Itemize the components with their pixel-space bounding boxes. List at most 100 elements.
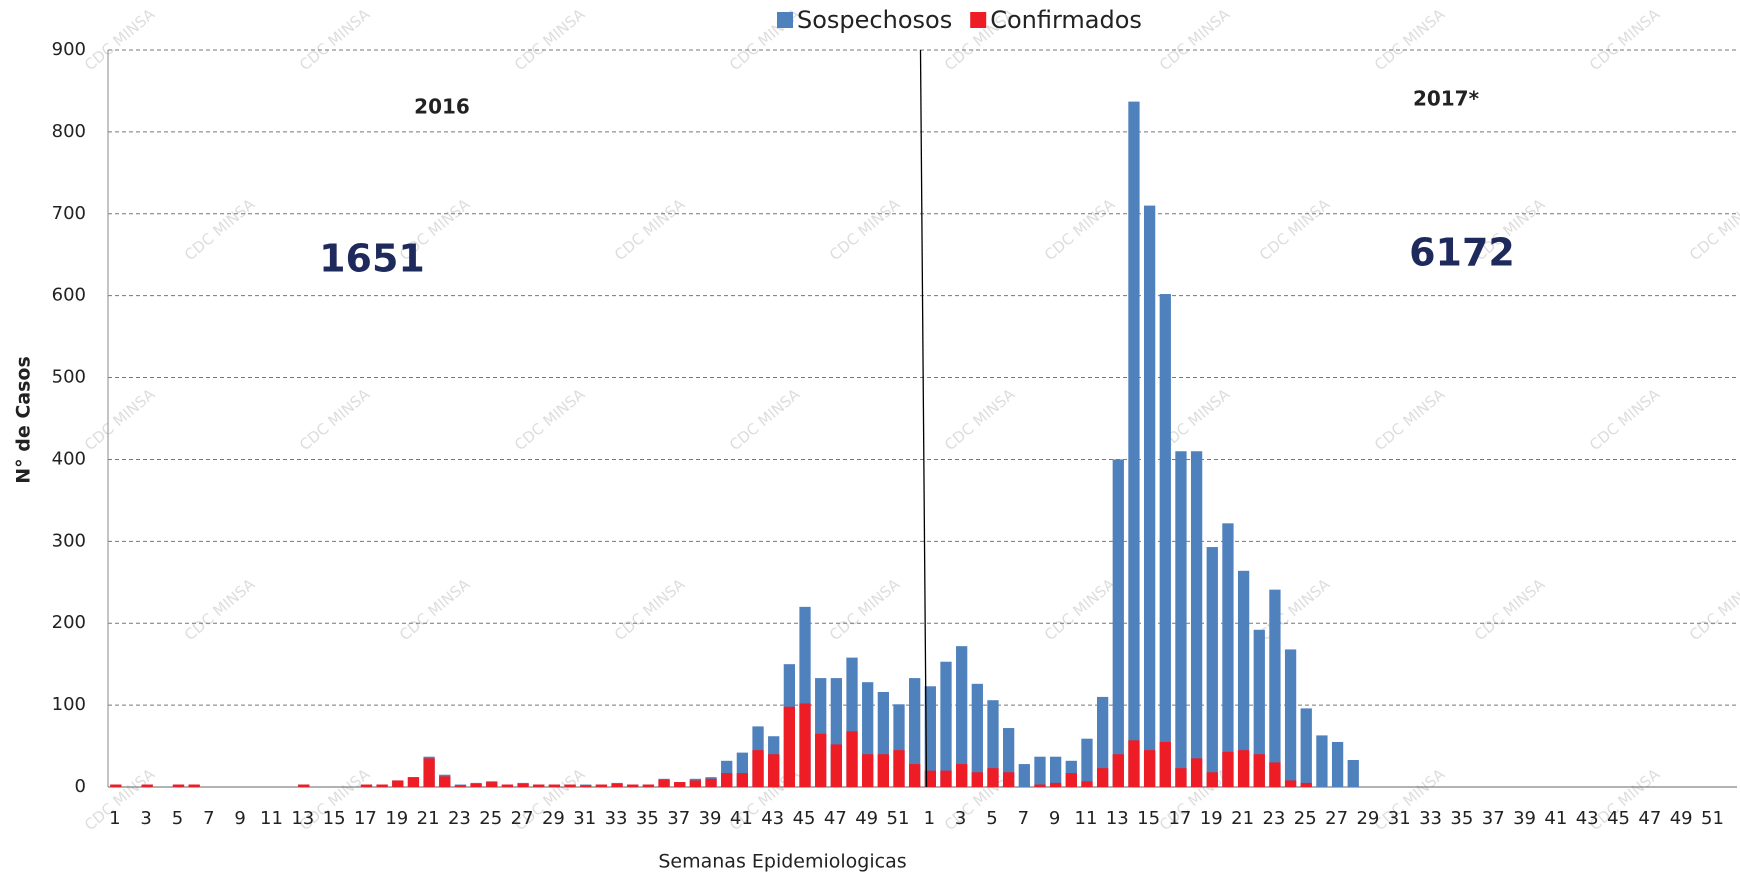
x-tick-label: 43 (1576, 808, 1599, 829)
bar (486, 782, 498, 787)
x-tick-label: 49 (855, 808, 878, 829)
bar (1331, 741, 1344, 787)
bar (1096, 696, 1109, 787)
bar (971, 683, 983, 787)
x-tick-label: 47 (1638, 808, 1661, 829)
bar (815, 678, 827, 787)
x-tick-label: 31 (573, 808, 596, 829)
bar (940, 661, 952, 787)
x-axis-title: Semanas Epidemiologicas (658, 851, 906, 873)
x-tick-label: 29 (542, 808, 565, 829)
y-tick-label: 0 (75, 776, 86, 797)
y-tick-label: 700 (52, 203, 86, 224)
y-tick-label: 100 (52, 694, 86, 715)
x-tick-label: 11 (1075, 808, 1098, 829)
legend-label: Confirmados (990, 6, 1142, 34)
x-tick-label: 13 (291, 808, 314, 829)
bar (987, 700, 999, 787)
bar (517, 783, 529, 787)
x-tick-label: 33 (605, 808, 628, 829)
bar (971, 772, 983, 787)
bar (1237, 570, 1250, 787)
x-tick-label: 35 (1450, 808, 1473, 829)
y-tick-label: 800 (52, 121, 86, 142)
bar (721, 773, 733, 787)
bar (439, 776, 451, 787)
bar (736, 752, 749, 787)
bar (376, 784, 388, 787)
bar (611, 783, 623, 787)
bar (1175, 768, 1187, 787)
x-tick-label: 15 (323, 808, 346, 829)
bar (736, 773, 749, 787)
x-tick-label: 15 (1137, 808, 1160, 829)
bar (893, 750, 905, 787)
x-tick-label: 41 (730, 808, 753, 829)
x-tick-label: 21 (417, 808, 440, 829)
bar (1316, 735, 1328, 787)
bar (1112, 459, 1124, 787)
bar (407, 777, 420, 787)
bar (924, 686, 936, 787)
x-tick-label: 45 (1607, 808, 1630, 829)
bar (1003, 772, 1015, 787)
x-tick-label: 27 (1325, 808, 1348, 829)
bar (674, 782, 686, 787)
bar (830, 678, 842, 787)
bar (1143, 205, 1156, 788)
bar (940, 770, 952, 787)
x-tick-label: 29 (1356, 808, 1379, 829)
bar (846, 731, 858, 787)
x-tick-label: 3 (955, 808, 966, 829)
bar (846, 657, 858, 787)
bar (1269, 762, 1281, 787)
bar (689, 780, 702, 787)
x-tick-label: 37 (1482, 808, 1505, 829)
x-tick-label: 3 (140, 808, 151, 829)
x-tick-label: 1 (109, 808, 120, 829)
bar (877, 692, 889, 787)
bar (1190, 758, 1203, 787)
bar (987, 768, 999, 787)
bar (1269, 589, 1281, 787)
bar (909, 764, 921, 787)
bar (533, 784, 545, 787)
bar (1065, 773, 1077, 787)
bar (956, 646, 968, 787)
x-tick-label: 5 (986, 808, 997, 829)
bar (470, 783, 482, 787)
y-tick-label: 500 (52, 367, 86, 388)
bar (642, 784, 655, 787)
bar (392, 780, 404, 787)
bar (1003, 728, 1015, 787)
bar (1284, 780, 1297, 787)
bar (658, 779, 670, 787)
bar (1112, 754, 1124, 787)
x-tick-label: 25 (1294, 808, 1317, 829)
bar (1050, 782, 1062, 787)
x-tick-label: 47 (824, 808, 847, 829)
x-tick-label: 1 (924, 808, 935, 829)
annotation: 6172 (1409, 231, 1515, 275)
bar (172, 784, 185, 787)
x-tick-label: 39 (699, 808, 722, 829)
bar (1050, 756, 1062, 787)
bar (1300, 708, 1312, 787)
bar (141, 784, 153, 787)
bar (595, 784, 608, 787)
legend-swatch (777, 12, 793, 28)
bar (1159, 741, 1171, 787)
bar (501, 784, 514, 787)
x-tick-label: 5 (172, 808, 183, 829)
bar (862, 754, 874, 787)
bar (1128, 101, 1140, 788)
bar (298, 784, 310, 787)
x-tick-label: 45 (793, 808, 816, 829)
y-tick-label: 200 (52, 612, 86, 633)
bar (1018, 764, 1030, 787)
bar (360, 784, 373, 787)
bar (924, 770, 936, 787)
bar (752, 750, 764, 787)
x-tick-label: 51 (887, 808, 910, 829)
